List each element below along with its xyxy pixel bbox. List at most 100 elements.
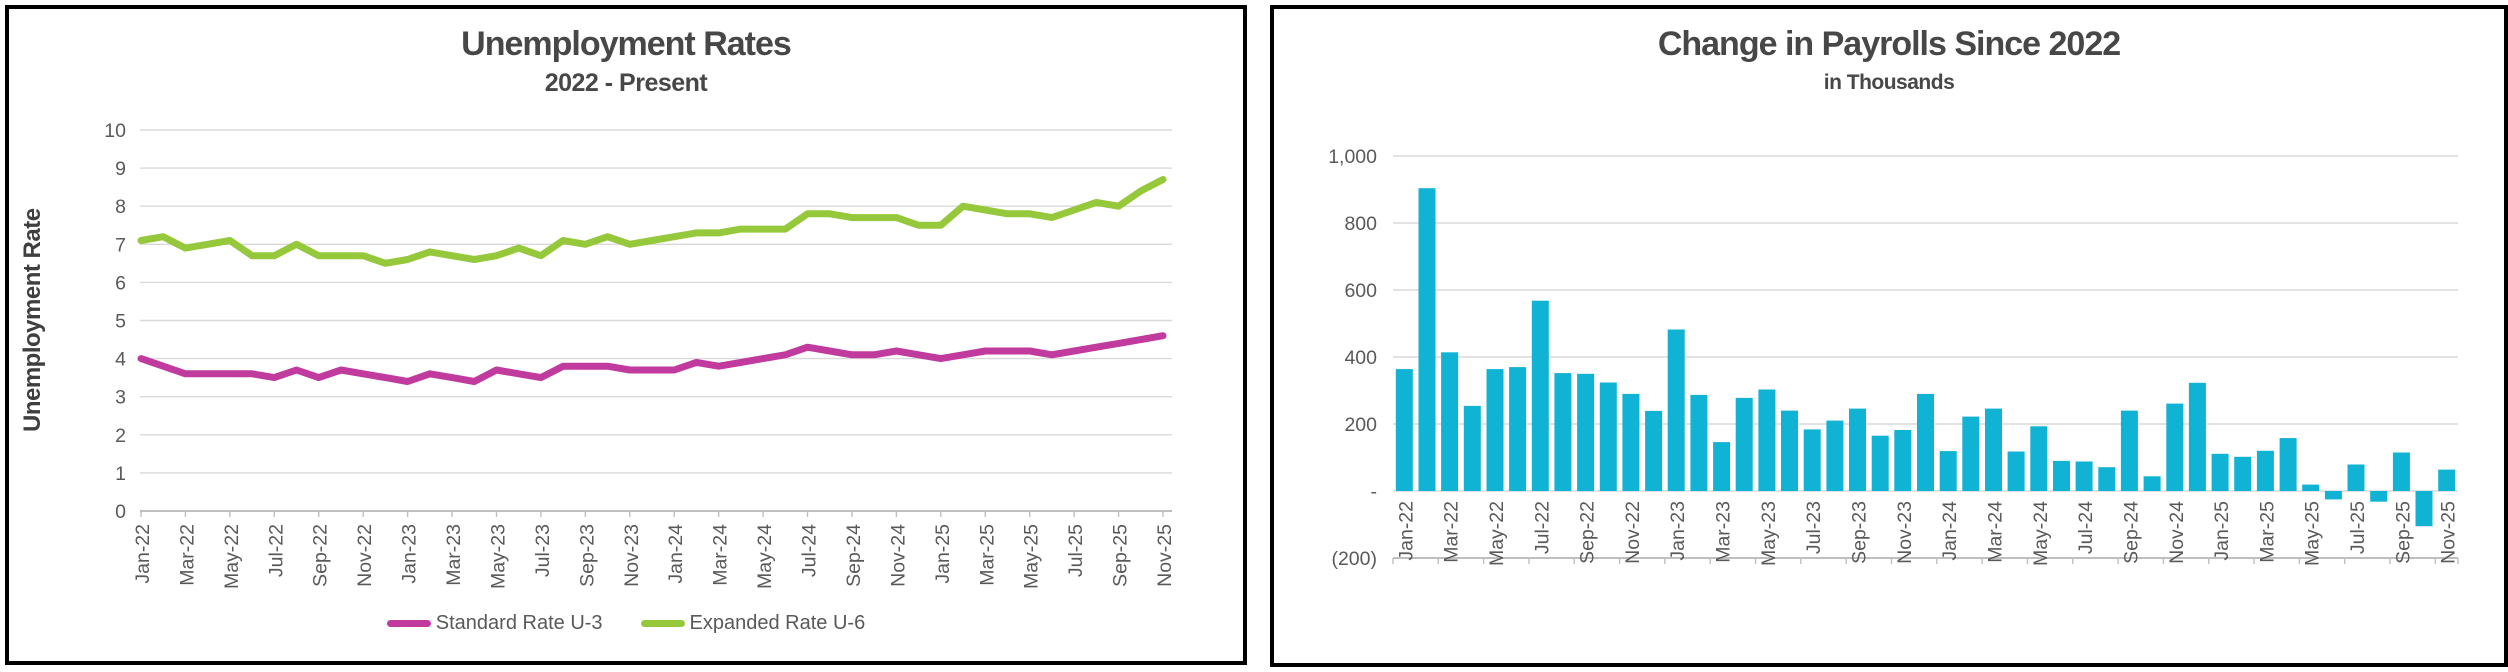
y-tick-label: 10 bbox=[104, 120, 126, 142]
bar-Jun-22 bbox=[1509, 367, 1527, 491]
bar-Jul-25 bbox=[2347, 464, 2365, 491]
y-tick-label: 400 bbox=[1344, 347, 1377, 369]
x-tick-label: Mar-23 bbox=[1713, 501, 1735, 563]
bar-Dec-23 bbox=[1917, 393, 1934, 491]
y-tick-label: 200 bbox=[1344, 414, 1377, 436]
x-tick-label: Nov-23 bbox=[621, 524, 643, 587]
y-tick-label: 2 bbox=[115, 425, 126, 447]
x-tick-label: Sep-25 bbox=[1110, 524, 1132, 587]
bar-Nov-23 bbox=[1894, 430, 1912, 491]
unemployment-rates-chart-panel: Unemployment Rates 2022 - Present Unempl… bbox=[5, 5, 1247, 665]
x-tick-label: Jul-23 bbox=[1803, 501, 1825, 554]
x-tick-label: Sep-22 bbox=[310, 524, 332, 587]
legend-label-u6: Expanded Rate U-6 bbox=[689, 612, 866, 634]
x-tick-label: Nov-25 bbox=[1154, 524, 1176, 587]
x-tick-label: Nov-24 bbox=[887, 524, 909, 587]
bar-Mar-25 bbox=[2256, 450, 2274, 491]
y-tick-label: 8 bbox=[115, 196, 126, 218]
x-tick-label: Jul-24 bbox=[799, 524, 821, 577]
x-tick-label: Mar-24 bbox=[1984, 501, 2006, 563]
bar-Apr-22 bbox=[1463, 405, 1481, 491]
x-tick-label: Nov-25 bbox=[2438, 501, 2460, 564]
y-tick-label: 6 bbox=[115, 272, 126, 294]
bar-Oct-25 bbox=[2415, 491, 2433, 527]
bar-May-23 bbox=[1758, 389, 1776, 491]
x-tick-label: Jul-23 bbox=[532, 524, 554, 577]
x-tick-label: May-25 bbox=[2302, 501, 2324, 566]
x-tick-label: Jan-25 bbox=[2211, 501, 2233, 561]
x-tick-label: May-25 bbox=[1021, 524, 1043, 589]
x-tick-label: Jul-25 bbox=[2347, 501, 2369, 554]
bar-Jan-24 bbox=[1939, 451, 1957, 491]
bar-Sep-22 bbox=[1577, 373, 1595, 492]
y-tick-label: - bbox=[1371, 481, 1378, 503]
payrolls-bar-chart: 1,000 800 600 400 200 - (200) Jan-22 Mar-22 May-2… bbox=[1328, 146, 2460, 570]
y-tick-label: 600 bbox=[1344, 280, 1377, 302]
x-tick-label: Jan-23 bbox=[399, 524, 421, 584]
legend-item-u3: Standard Rate U-3 bbox=[386, 612, 603, 635]
y-tick-label: 5 bbox=[115, 311, 126, 333]
x-tick-label: Sep-24 bbox=[2120, 501, 2142, 564]
u3-series-line bbox=[137, 332, 1167, 385]
x-tick-label: Jul-22 bbox=[265, 524, 287, 577]
bar-Sep-25 bbox=[2392, 452, 2410, 491]
left-chart-title: Unemployment Rates bbox=[461, 25, 792, 63]
bar-Aug-23 bbox=[1826, 420, 1844, 491]
y-tick-label: 1 bbox=[115, 463, 126, 485]
x-tick-label: May-23 bbox=[1758, 501, 1780, 566]
x-tick-label: May-23 bbox=[487, 524, 509, 589]
y-tick-label: 7 bbox=[115, 234, 126, 256]
bar-Dec-22 bbox=[1645, 410, 1663, 491]
bar-Aug-24 bbox=[2098, 467, 2116, 491]
bar-Mar-24 bbox=[1985, 408, 2002, 491]
x-tick-label: May-24 bbox=[2030, 501, 2052, 566]
x-tick-label: Jan-22 bbox=[1395, 501, 1417, 561]
x-tick-label: Jan-23 bbox=[1667, 501, 1689, 561]
legend-swatch-u3 bbox=[386, 620, 431, 627]
bar-Sep-23 bbox=[1849, 408, 1866, 491]
bar-May-22 bbox=[1486, 369, 1504, 491]
y-tick-label: 4 bbox=[115, 349, 126, 371]
bar-May-25 bbox=[2302, 484, 2320, 491]
bar-Dec-24 bbox=[2188, 382, 2206, 491]
bar-Jul-24 bbox=[2075, 461, 2093, 491]
x-tick-label: Sep-23 bbox=[576, 524, 598, 587]
x-tick-label: Mar-23 bbox=[443, 524, 465, 586]
x-tick-label: Sep-22 bbox=[1577, 501, 1599, 564]
x-tick-label: May-24 bbox=[754, 524, 776, 589]
x-tick-label: Jan-24 bbox=[665, 524, 687, 584]
right-chart-subtitle: in Thousands bbox=[1823, 71, 1955, 94]
x-tick-label: May-22 bbox=[1486, 501, 1508, 566]
y-tick-label: 1,000 bbox=[1328, 146, 1377, 168]
bar-Apr-23 bbox=[1735, 397, 1753, 491]
bar-Apr-24 bbox=[2007, 451, 2025, 491]
legend-label-u3: Standard Rate U-3 bbox=[435, 612, 603, 634]
bar-Jul-23 bbox=[1803, 429, 1821, 491]
bar-Feb-22 bbox=[1418, 188, 1436, 491]
u6-series-line bbox=[137, 176, 1167, 267]
bar-Oct-24 bbox=[2143, 476, 2161, 491]
x-tick-label: Nov-22 bbox=[1622, 501, 1644, 564]
bar-Jan-25 bbox=[2211, 453, 2229, 491]
legend-item-u6: Expanded Rate U-6 bbox=[640, 612, 866, 635]
x-tick-label: Jul-24 bbox=[2075, 501, 2097, 554]
x-tick-label: Jan-25 bbox=[932, 524, 954, 584]
bar-Aug-22 bbox=[1554, 373, 1572, 491]
x-tick-label: Jan-24 bbox=[1939, 501, 1961, 561]
x-tick-label: Jan-22 bbox=[132, 524, 154, 584]
x-tick-label: Mar-25 bbox=[976, 524, 998, 586]
left-chart-subtitle: 2022 - Present bbox=[544, 69, 708, 97]
x-tick-label: May-22 bbox=[221, 524, 243, 589]
left-chart-legend: Standard Rate U-3 Expanded Rate U-6 bbox=[9, 612, 1243, 635]
x-tick-label: Jul-25 bbox=[1065, 524, 1087, 577]
bar-Mar-23 bbox=[1713, 442, 1731, 491]
bar-Jun-24 bbox=[2053, 460, 2070, 491]
bar-Oct-23 bbox=[1871, 435, 1889, 491]
bar-May-24 bbox=[2030, 426, 2048, 491]
bar-Jul-22 bbox=[1531, 300, 1549, 491]
x-tick-label: Mar-24 bbox=[710, 524, 732, 586]
bar-Aug-25 bbox=[2370, 491, 2388, 502]
bar-Feb-25 bbox=[2234, 456, 2252, 491]
x-tick-label: Mar-22 bbox=[1441, 501, 1463, 563]
